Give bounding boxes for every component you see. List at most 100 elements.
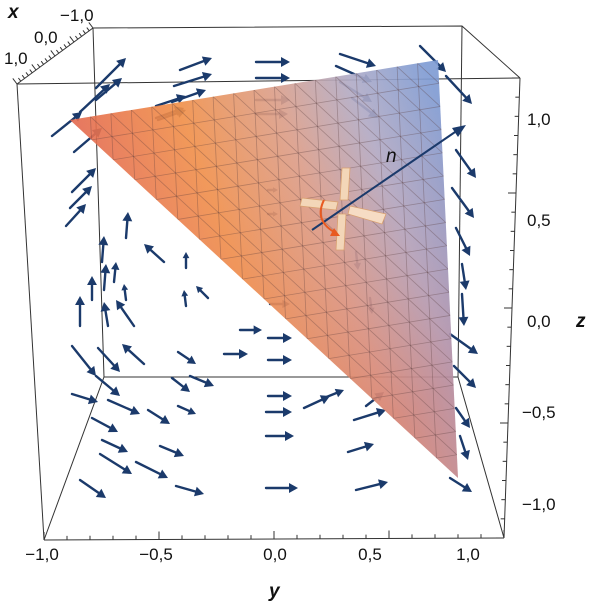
surface-mesh-line (177, 175, 444, 220)
surface-mesh-line (90, 116, 458, 456)
surface-mesh-line (253, 89, 265, 300)
surface-mesh-line (113, 106, 441, 161)
field-arrow (68, 186, 92, 210)
y-axis-label: y (268, 581, 281, 602)
surface-mesh-line (350, 361, 453, 379)
field-arrow (96, 346, 120, 372)
surface-mesh-line (371, 384, 454, 399)
field-arrow (170, 88, 206, 104)
field-arrow (170, 376, 190, 392)
field-arrow (254, 57, 290, 67)
field-arrow (70, 392, 98, 405)
field-arrow (122, 212, 133, 240)
surface-mesh-line (414, 431, 456, 439)
surface-mesh-line (355, 73, 443, 154)
surface-mesh-line (376, 69, 394, 419)
field-arrow (78, 84, 110, 114)
field-arrow (352, 407, 386, 422)
field-arrow (454, 406, 470, 428)
normal-label: n (386, 146, 397, 167)
field-arrow (70, 344, 96, 376)
surface-mesh-line (151, 106, 454, 386)
surface-mesh-line (171, 103, 179, 220)
z-axis-ticks (496, 77, 520, 539)
x-tick-label: 1,0 (4, 49, 28, 68)
z-tick-label: −1,0 (522, 495, 556, 514)
field-arrow (302, 395, 330, 410)
surface-mesh-line (90, 116, 92, 140)
x-axis-label: x (7, 2, 20, 23)
z-tick-label: 1,0 (527, 110, 551, 129)
field-arrow (94, 58, 126, 90)
surface-mesh-line (376, 69, 442, 130)
field-arrow (134, 460, 168, 479)
surface-mesh-line (192, 99, 200, 240)
surface-mesh-line (396, 66, 416, 439)
y-tick-label: 0,0 (263, 545, 287, 564)
surface-mesh-line (242, 245, 447, 280)
surface-mesh-line (110, 113, 114, 160)
y-tick-label: −1,0 (25, 545, 59, 564)
field-arrow (87, 276, 97, 302)
y-tick-label: −0,5 (139, 545, 173, 564)
y-tick-label: 0,5 (358, 545, 382, 564)
surface-mesh-line (307, 315, 451, 340)
field-arrow (222, 349, 248, 359)
surface-mesh-line (134, 129, 442, 181)
z-tick-label: 0,0 (527, 312, 551, 331)
field-arrow (78, 478, 106, 498)
x-axis-ticks (12, 22, 94, 85)
field-arrow (90, 416, 118, 433)
field-arrow (354, 479, 388, 492)
field-arrow (178, 56, 212, 72)
surface-mesh-line (212, 96, 222, 260)
field-arrow (448, 476, 472, 492)
surface-mesh-line (171, 103, 453, 363)
field-arrow (188, 374, 214, 388)
field-arrow (454, 148, 476, 178)
surface-mesh-line (355, 73, 373, 399)
field-arrow (144, 244, 166, 264)
field-arrow (458, 292, 469, 326)
surface-mesh-line (396, 66, 441, 107)
x-tick-label: 0,0 (34, 28, 58, 47)
field-arrow (266, 333, 292, 343)
surface-mesh-line (151, 106, 157, 200)
surface-mesh-line (274, 86, 448, 247)
orientation-frame (299, 167, 387, 251)
field-arrow (106, 398, 140, 415)
surface-mesh-line (263, 268, 449, 300)
field-arrow (266, 355, 292, 365)
surface-mesh-line (328, 338, 452, 360)
surface-mesh-line (417, 63, 437, 459)
surface-mesh-line (110, 113, 457, 432)
field-arrow (238, 325, 262, 335)
field-arrow (444, 74, 472, 104)
field-arrow (64, 204, 86, 228)
surface-mesh-line (220, 222, 446, 260)
z-axis-label: z (575, 311, 586, 332)
surface-mesh-line (131, 109, 455, 409)
field-arrow (338, 52, 376, 68)
field-arrow (94, 78, 122, 102)
z-tick-label: −0,5 (522, 403, 556, 422)
surface-mesh-line (335, 76, 444, 177)
normal-vector: n (311, 125, 466, 231)
y-axis-ticks (43, 530, 505, 540)
field-arrow (70, 168, 96, 194)
field-arrow (264, 483, 298, 493)
surface-mesh-line (91, 82, 440, 141)
field-arrow (174, 484, 204, 497)
field-arrow (100, 438, 128, 453)
field-arrow (452, 364, 476, 388)
field-arrow (98, 236, 109, 264)
surface-mesh-line (274, 86, 286, 319)
surface-mesh-line (233, 93, 243, 280)
surface-mesh-line (156, 152, 443, 200)
y-tick-label: 1,0 (456, 545, 480, 564)
field-arrow (181, 290, 189, 308)
field-arrow (182, 252, 190, 270)
surface-mesh-line (253, 89, 449, 270)
surface-mesh-line (285, 291, 450, 320)
